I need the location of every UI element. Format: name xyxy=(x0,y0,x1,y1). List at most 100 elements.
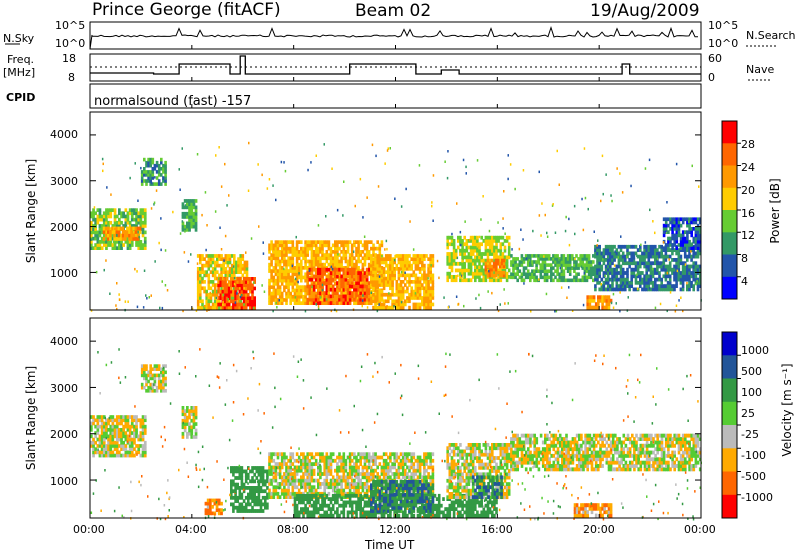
heatmap-cell xyxy=(617,251,621,256)
heatmap-cell xyxy=(143,179,146,183)
heatmap-cell xyxy=(268,455,271,460)
heatmap-cell xyxy=(386,247,388,251)
heatmap-cell xyxy=(280,250,284,254)
heatmap-cell xyxy=(589,272,593,276)
heatmap-cell xyxy=(467,265,471,269)
heatmap-cell xyxy=(151,167,155,171)
heatmap-cell xyxy=(329,259,333,264)
heatmap-cell xyxy=(660,261,663,266)
heatmap-cell xyxy=(342,246,346,251)
heatmap-cell xyxy=(205,254,208,258)
heatmap-cell xyxy=(225,296,229,300)
heatmap-cell xyxy=(455,295,458,298)
heatmap-cell xyxy=(115,428,119,432)
heatmap-cell xyxy=(361,277,365,282)
heatmap-cell xyxy=(263,290,266,293)
heatmap-cell xyxy=(459,230,462,234)
heatmap-cell xyxy=(654,231,656,235)
heatmap-cell xyxy=(157,376,161,381)
heatmap-cell xyxy=(139,431,143,435)
heatmap-cell xyxy=(495,239,498,243)
heatmap-cell xyxy=(552,278,555,283)
heatmap-cell xyxy=(247,277,250,281)
heatmap-cell xyxy=(274,246,278,251)
heatmap-cell xyxy=(467,255,471,260)
heatmap-cell xyxy=(297,250,301,254)
heatmap-cell xyxy=(196,254,200,258)
heatmap-cell xyxy=(692,246,696,250)
heatmap-cell xyxy=(297,291,301,296)
heatmap-cell xyxy=(601,302,604,307)
heatmap-cell xyxy=(124,453,128,458)
heatmap-cell xyxy=(94,217,97,222)
heatmap-cell xyxy=(259,479,263,484)
heatmap-cell xyxy=(675,233,679,238)
heatmap-cell xyxy=(295,243,299,248)
heatmap-cell xyxy=(671,227,674,231)
heatmap-cell xyxy=(425,286,428,291)
heatmap-cell xyxy=(331,167,333,170)
heatmap-cell xyxy=(181,409,185,413)
heatmap-cell xyxy=(109,453,113,458)
heatmap-cell xyxy=(382,305,386,310)
heatmap-cell xyxy=(361,274,365,279)
heatmap-cell xyxy=(418,296,422,300)
heatmap-cell xyxy=(268,266,271,270)
heatmap-cell xyxy=(126,243,130,247)
heatmap-cell xyxy=(317,468,320,473)
heatmap-cell xyxy=(300,288,303,293)
heatmap-cell xyxy=(203,280,206,284)
heatmap-cell xyxy=(327,240,331,244)
heatmap-cell xyxy=(446,261,449,266)
heatmap-cell xyxy=(319,274,322,279)
heatmap-cell xyxy=(645,261,648,266)
heatmap-cell xyxy=(365,287,369,292)
heatmap-cell xyxy=(583,254,587,258)
heatmap-cell xyxy=(190,208,194,213)
heatmap-cell xyxy=(694,227,698,231)
heatmap-cell xyxy=(112,240,115,244)
heatmap-cell xyxy=(382,257,386,261)
heatmap-cell xyxy=(512,257,515,261)
heatmap-cell xyxy=(213,305,217,310)
heatmap-cell xyxy=(597,305,600,310)
heatmap-cell xyxy=(662,274,666,279)
heatmap-cell xyxy=(537,257,540,261)
heatmap-cell xyxy=(342,297,346,302)
heatmap-cell xyxy=(374,283,377,287)
heatmap-cell xyxy=(113,230,116,234)
heatmap-cell xyxy=(387,299,390,304)
heatmap-cell xyxy=(137,230,141,235)
heatmap-cell xyxy=(132,233,135,238)
heatmap-cell xyxy=(283,250,286,254)
heatmap-cell xyxy=(151,373,155,378)
heatmap-cell xyxy=(308,468,312,473)
heatmap-cell xyxy=(293,269,297,273)
heatmap-cell xyxy=(222,267,225,271)
heatmap-cell xyxy=(291,246,295,251)
heatmap-cell xyxy=(199,270,202,274)
heatmap-cell xyxy=(209,505,212,509)
heatmap-cell xyxy=(304,478,307,483)
heatmap-cell xyxy=(261,482,265,487)
heatmap-cell xyxy=(118,434,121,439)
heatmap-cell xyxy=(314,488,318,493)
heatmap-cell xyxy=(476,255,479,260)
heatmap-cell xyxy=(609,261,612,266)
heatmap-cell xyxy=(446,239,449,243)
freq-panel xyxy=(89,53,770,82)
heatmap-cell xyxy=(348,240,352,244)
heatmap-cell xyxy=(425,296,428,300)
heatmap-cell xyxy=(579,254,582,258)
heatmap-cell xyxy=(323,240,326,244)
heatmap-cell xyxy=(206,508,210,512)
heatmap-cell xyxy=(363,291,367,295)
heatmap-cell xyxy=(342,267,346,272)
heatmap-cell xyxy=(380,266,384,270)
heatmap-cell xyxy=(645,277,648,282)
heatmap-cell xyxy=(304,468,307,473)
heatmap-cell xyxy=(644,241,647,244)
heatmap-cell xyxy=(312,488,316,493)
heatmap-cell xyxy=(555,309,558,313)
heatmap-cell xyxy=(209,299,213,304)
